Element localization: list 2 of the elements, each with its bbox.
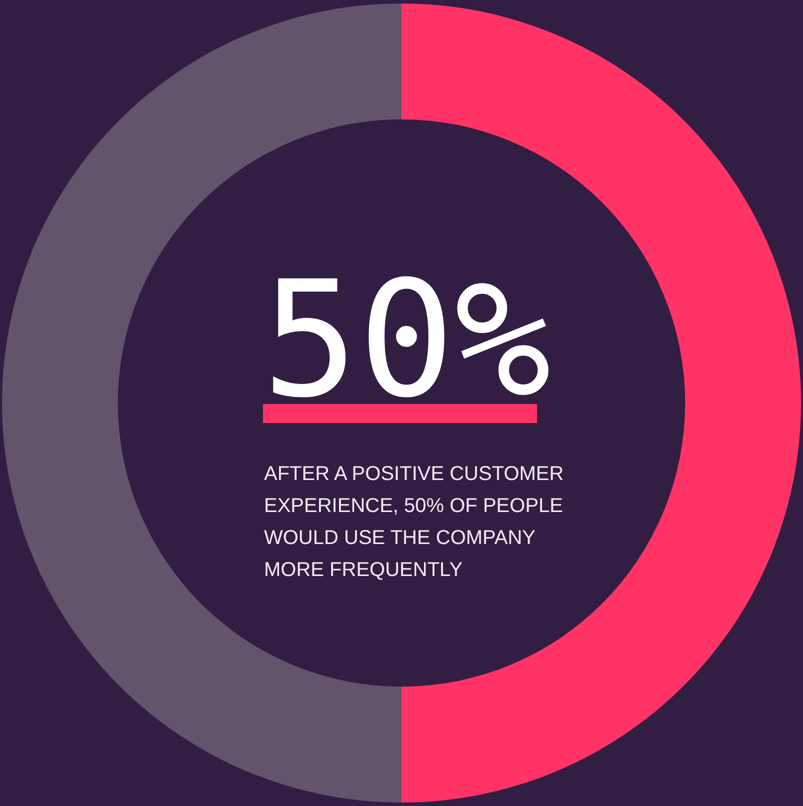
text: AFTER A POSITIVE CUSTOMER EXPERIENCE, 50% OF PEOPLE WOULD USE THE COMPANY MORE FREQUENTLY <box>264 462 565 583</box>
text: 50% <box>262 245 552 435</box>
